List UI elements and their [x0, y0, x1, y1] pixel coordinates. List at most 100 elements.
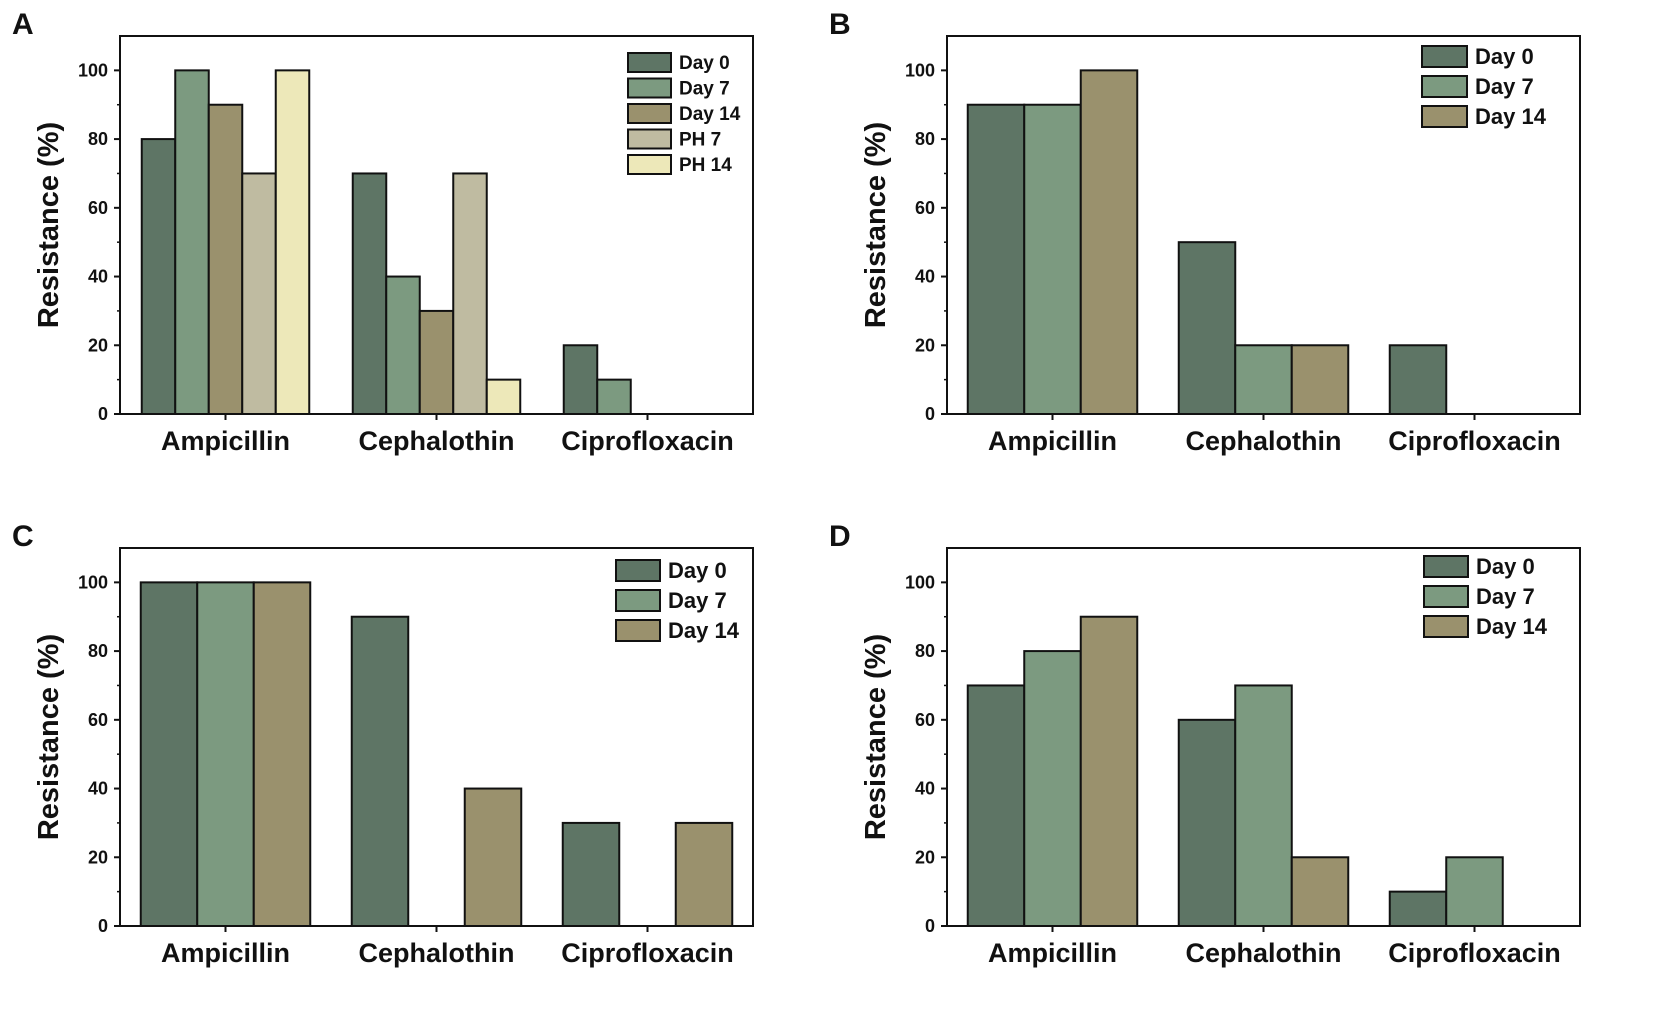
y-tick-label: 80 [915, 129, 935, 149]
y-axis-label: Resistance (%) [33, 122, 65, 328]
bar-day-0-ciprofloxacin [562, 344, 599, 416]
y-axis-label: Resistance (%) [860, 122, 892, 328]
legend-label: Day 0 [1475, 44, 1534, 69]
bar-day-0-cephalothin [350, 615, 410, 928]
legend-swatch [1423, 555, 1469, 578]
panel-letter: B [829, 8, 851, 41]
panel-c: C 0 20 40 60 80 100 Ampicillin Cephalothin Cipro… [0, 512, 827, 1025]
x-category-label: Ciprofloxacin [1388, 938, 1561, 968]
y-tick-label: 60 [88, 710, 108, 730]
panel-d: D 0 20 40 60 80 100 Ampicillin Cephalothin Cipro… [827, 512, 1654, 1025]
y-tick-label: 60 [915, 710, 935, 730]
y-axis-label: Resistance (%) [33, 634, 65, 840]
bar-day-0-ampicillin [966, 684, 1026, 927]
legend-label: Day 0 [668, 558, 727, 583]
legend-label: PH 14 [679, 155, 732, 176]
chart-a: 0 20 40 60 80 100 Ampicillin Cephalothin Ciprofl… [33, 35, 754, 456]
x-category-label: Cephalothin [359, 426, 515, 456]
y-tick-label: 20 [915, 847, 935, 867]
legend-swatch [1421, 45, 1468, 68]
bar-day-0-cephalothin [351, 172, 388, 415]
legend-label: PH 7 [679, 130, 721, 151]
legend-swatch [1421, 75, 1468, 98]
legend-swatch [1421, 105, 1468, 128]
legend-swatch [627, 52, 672, 73]
bar-day-7-cephalothin [1234, 684, 1293, 927]
y-tick-label: 100 [905, 572, 935, 592]
bar-day-0-ampicillin [966, 103, 1026, 416]
bar-day-0-ampicillin [139, 581, 199, 927]
x-category-label: Ciprofloxacin [1388, 426, 1561, 456]
y-tick-label: 80 [915, 641, 935, 661]
y-tick-label: 60 [88, 198, 108, 218]
bar-ph-14-cephalothin [485, 378, 522, 415]
bar-day-14-ampicillin [1079, 615, 1139, 928]
bar-day-14-cephalothin [1290, 344, 1350, 416]
legend-label: Day 7 [1475, 74, 1534, 99]
legend-swatch [627, 154, 672, 175]
x-category-label: Ampicillin [161, 426, 290, 456]
x-category-label: Ampicillin [988, 938, 1117, 968]
x-category-label: Cephalothin [1186, 938, 1342, 968]
bar-day-0-cephalothin [1177, 241, 1237, 415]
legend-label: Day 14 [679, 104, 741, 125]
bar-day-14-cephalothin [1290, 856, 1350, 928]
legend-label: Day 0 [1476, 554, 1535, 579]
bar-ph-14-ampicillin [274, 69, 311, 415]
legend-label: Day 14 [1475, 104, 1547, 129]
panel-letter: A [12, 8, 34, 41]
panel-letter: D [829, 520, 851, 553]
bar-day-7-ampicillin [1023, 103, 1082, 416]
x-category-label: Ciprofloxacin [561, 426, 734, 456]
bar-day-7-cephalothin [1234, 344, 1293, 416]
bar-day-14-cephalothin [418, 309, 455, 415]
y-tick-label: 60 [915, 198, 935, 218]
y-tick-label: 100 [78, 572, 108, 592]
bar-day-7-ampicillin [174, 69, 210, 415]
x-category-label: Ampicillin [161, 938, 290, 968]
x-category-label: Ampicillin [988, 426, 1117, 456]
y-tick-label: 80 [88, 641, 108, 661]
legend-label: Day 14 [668, 618, 740, 643]
legend-label: Day 7 [668, 588, 727, 613]
bar-ph-7-ampicillin [241, 172, 277, 415]
bar-day-7-ciprofloxacin [1445, 856, 1504, 928]
y-tick-label: 80 [88, 129, 108, 149]
legend-swatch [1423, 615, 1469, 638]
y-tick-label: 40 [88, 779, 108, 799]
legend-swatch [627, 128, 672, 150]
bar-day-7-ampicillin [1023, 650, 1082, 927]
y-tick-label: 0 [98, 404, 108, 424]
y-tick-label: 40 [915, 267, 935, 287]
y-tick-label: 100 [905, 60, 935, 80]
x-category-label: Ciprofloxacin [561, 938, 734, 968]
bar-day-0-ciprofloxacin [1388, 344, 1448, 416]
y-tick-label: 0 [925, 916, 935, 936]
chart-c: 0 20 40 60 80 100 Ampicillin Cephalothin Ciprofl… [33, 547, 754, 968]
bar-day-14-ampicillin [1079, 69, 1139, 415]
y-axis-label: Resistance (%) [860, 634, 892, 840]
y-tick-label: 20 [915, 335, 935, 355]
x-category-label: Cephalothin [359, 938, 515, 968]
panel-b: B 0 20 40 60 80 100 Ampicillin Cephalothin Cipro… [827, 0, 1654, 512]
y-tick-label: 20 [88, 847, 108, 867]
legend-swatch [615, 619, 661, 642]
legend-swatch [627, 103, 672, 124]
legend-swatch [615, 559, 661, 582]
bar-day-7-ampicillin [196, 581, 255, 927]
bar-day-14-ampicillin [207, 103, 244, 416]
bar-day-14-ampicillin [252, 581, 312, 927]
bar-day-14-ciprofloxacin [674, 821, 734, 927]
bar-ph-7-cephalothin [452, 172, 488, 415]
bar-day-7-ciprofloxacin [596, 378, 632, 415]
y-tick-label: 100 [78, 60, 108, 80]
bar-day-0-ampicillin [140, 138, 177, 415]
y-tick-label: 40 [88, 267, 108, 287]
chart-b: 0 20 40 60 80 100 Ampicillin Cephalothin Ciprofl… [860, 35, 1581, 456]
legend-swatch [627, 77, 672, 99]
bar-day-0-cephalothin [1177, 718, 1237, 927]
panel-letter: C [12, 520, 34, 553]
legend-label: Day 0 [679, 53, 730, 74]
bar-day-7-cephalothin [385, 275, 421, 415]
